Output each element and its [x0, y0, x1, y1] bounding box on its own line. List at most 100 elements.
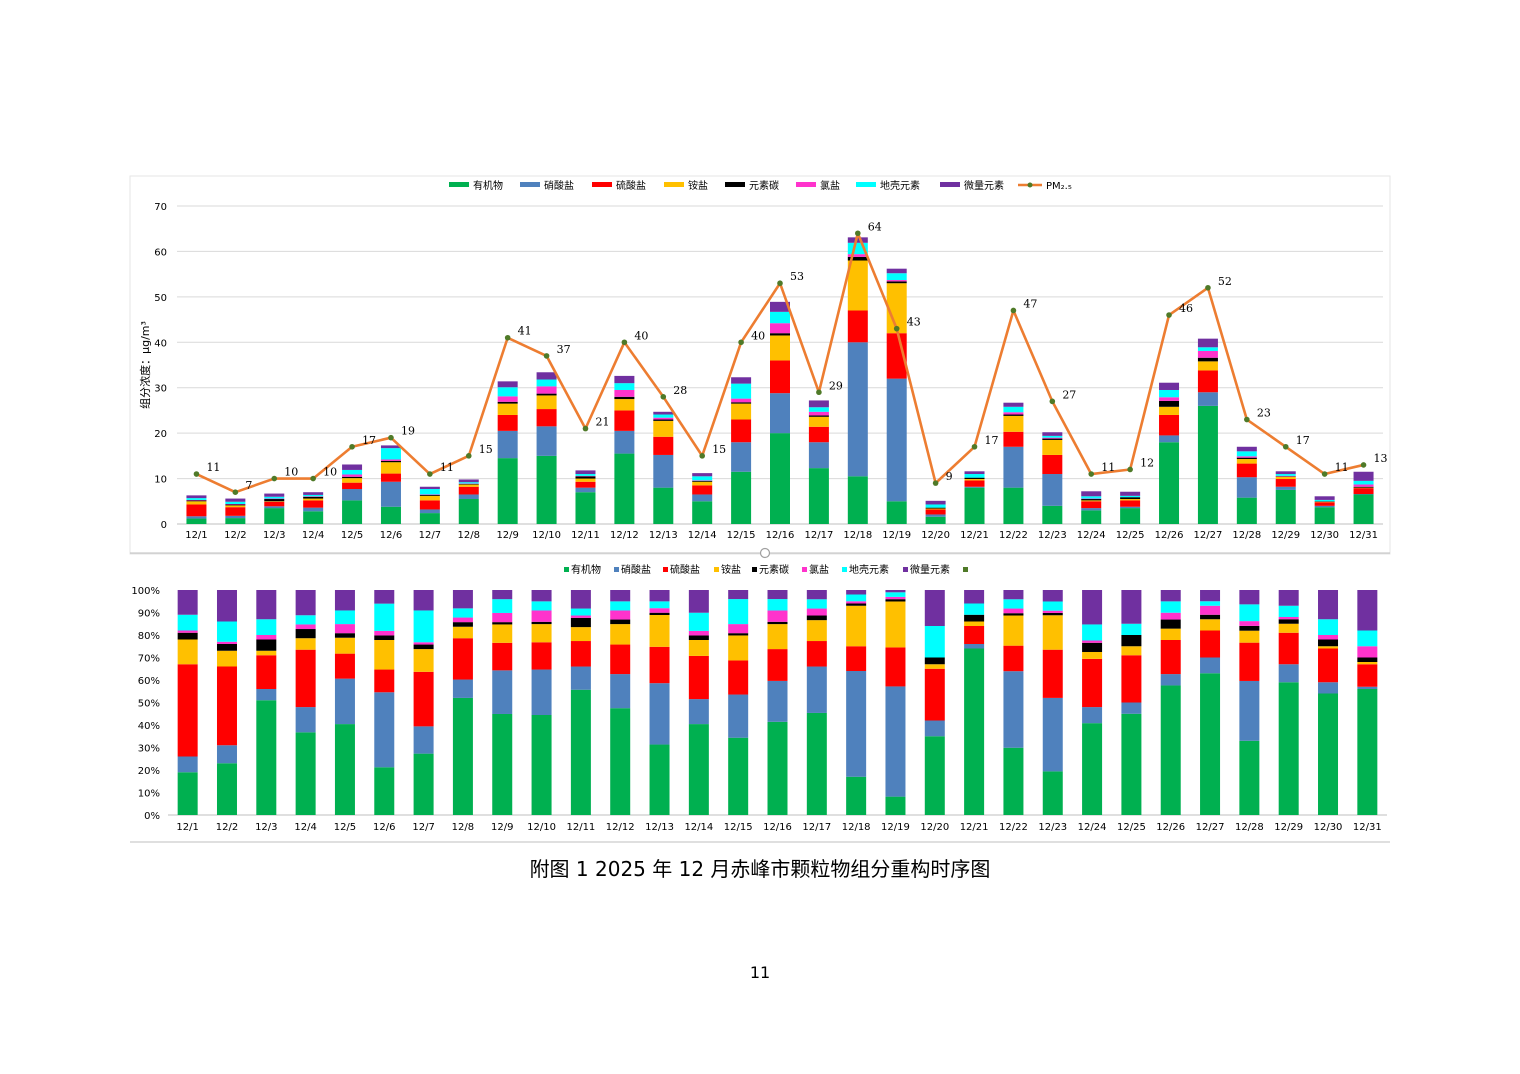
chart2-bar-segment	[964, 614, 985, 622]
chart1-bar-segment	[653, 414, 674, 418]
chart2-bar-segment	[492, 622, 513, 625]
chart2-bar-segment	[452, 622, 473, 627]
chart1-x-tick: 12/24	[1077, 530, 1106, 541]
chart2-bar-segment	[688, 630, 709, 636]
chart2-x-tick: 12/2	[216, 822, 238, 833]
chart1-bar-segment	[847, 256, 868, 261]
chart1-bar-segment	[1003, 406, 1024, 413]
chart1-bar-segment	[1236, 463, 1257, 478]
chart2-bar-segment	[1357, 664, 1378, 687]
chart2-bar-segment	[610, 674, 631, 709]
chart2-bar-segment	[177, 614, 198, 631]
chart1-bar-segment	[1314, 507, 1335, 524]
chart1-bar-segment	[731, 383, 752, 399]
chart2-bar-segment	[885, 686, 906, 797]
chart2-bar-segment	[570, 590, 591, 609]
chart2-y-tick: 50%	[138, 699, 160, 710]
pm25-point	[271, 475, 278, 482]
chart1-bar-segment	[303, 507, 324, 512]
divider-handle	[759, 547, 771, 559]
chart1-bar-segment	[1042, 474, 1063, 506]
chart2-bar-segment	[806, 615, 827, 621]
chart2-bar-segment	[728, 660, 749, 695]
chart2-bar-segment	[1082, 624, 1103, 641]
chart1-bar-segment	[964, 480, 985, 487]
chart1-bar-segment	[575, 475, 596, 477]
chart1-x-tick: 12/11	[571, 530, 600, 541]
pm25-point	[1321, 471, 1328, 477]
pm25-data-label: 27	[1062, 388, 1076, 401]
chart1-bar-segment	[303, 496, 324, 497]
chart2-bar-segment	[1042, 649, 1063, 698]
chart1-bar-segment	[770, 333, 790, 336]
chart1-bar-segment	[653, 411, 674, 415]
chart2-bar-segment	[885, 599, 906, 602]
chart1-bar-segment	[1197, 338, 1218, 348]
chart1-bar-segment	[1314, 502, 1335, 506]
chart1-bar-segment	[458, 483, 479, 485]
chart1-bar-segment	[380, 445, 401, 449]
pm25-point	[738, 339, 744, 346]
chart1-bar-segment	[886, 283, 907, 334]
chart2-bar-segment	[649, 683, 670, 745]
chart1-bar-segment	[1003, 415, 1024, 432]
chart1-x-tick: 12/16	[766, 530, 795, 541]
chart2-bar-segment	[374, 669, 395, 693]
chart2-bar-segment	[413, 590, 434, 611]
legend-label: 微量元素	[964, 179, 1004, 192]
chart2-bar-segment	[295, 590, 316, 616]
chart2-bar-segment	[885, 596, 906, 600]
legend-label: 元素碳	[759, 563, 789, 576]
pm25-point	[1010, 307, 1017, 314]
chart1-bar-segment	[419, 494, 440, 495]
chart2-bar-segment	[806, 712, 827, 815]
chart1-bar-segment	[692, 476, 713, 481]
pm25-data-label: 12	[1140, 456, 1154, 469]
chart2-bar-segment	[728, 635, 749, 661]
chart2-bar-segment	[1357, 646, 1378, 658]
chart1-bar-segment	[303, 496, 324, 499]
chart1-bar-segment	[925, 516, 946, 524]
chart1-bar-segment	[1236, 477, 1257, 498]
pm25-data-label: 40	[634, 329, 648, 342]
chart1-bar-segment	[964, 486, 985, 488]
chart2-bar-segment	[216, 644, 237, 651]
chart2-bar-segment	[1239, 604, 1260, 622]
legend-swatch	[449, 182, 469, 187]
chart2-bar-segment	[846, 594, 867, 602]
chart2-bar-segment	[728, 599, 749, 625]
chart1-x-tick: 12/23	[1038, 530, 1067, 541]
chart1-x-tick: 12/26	[1155, 530, 1184, 541]
chart2-bar-segment	[885, 592, 906, 597]
chart1-bar-segment	[342, 478, 363, 483]
chart2-bar-segment	[846, 776, 867, 815]
page-number: 11	[749, 963, 771, 982]
chart2-x-tick: 12/11	[566, 822, 595, 833]
chart1-bar-segment	[1197, 347, 1218, 351]
chart1-bar-segment	[264, 501, 285, 502]
chart2-y-tick: 40%	[138, 721, 160, 732]
chart2-bar-segment	[452, 590, 473, 609]
pm25-point	[193, 471, 200, 477]
chart2-bar-segment	[531, 642, 552, 670]
chart2-bar-segment	[413, 753, 434, 815]
chart2-bar-segment	[688, 724, 709, 815]
legend-swatch	[963, 567, 968, 572]
pm25-data-label: 17	[1296, 434, 1310, 447]
chart1-bar-segment	[458, 484, 479, 485]
chart2-bar-segment	[177, 664, 198, 757]
pm25-point	[1205, 284, 1211, 291]
chart1-bar-segment	[264, 496, 285, 499]
chart1-bar-segment	[264, 493, 285, 497]
chart2-bar-segment	[374, 590, 395, 604]
chart1-bar-segment	[497, 381, 518, 388]
chart2-bar-segment	[846, 671, 867, 777]
chart1-bar-segment	[692, 494, 713, 502]
pm25-data-label: 28	[673, 384, 687, 397]
chart1-bar-segment	[186, 504, 207, 517]
chart2-bar-segment	[1042, 601, 1063, 611]
chart2-bar-segment	[452, 608, 473, 618]
chart1-bar-segment	[1197, 370, 1218, 393]
chart1-bar-segment	[575, 478, 596, 482]
chart1-bar-segment	[886, 268, 907, 274]
